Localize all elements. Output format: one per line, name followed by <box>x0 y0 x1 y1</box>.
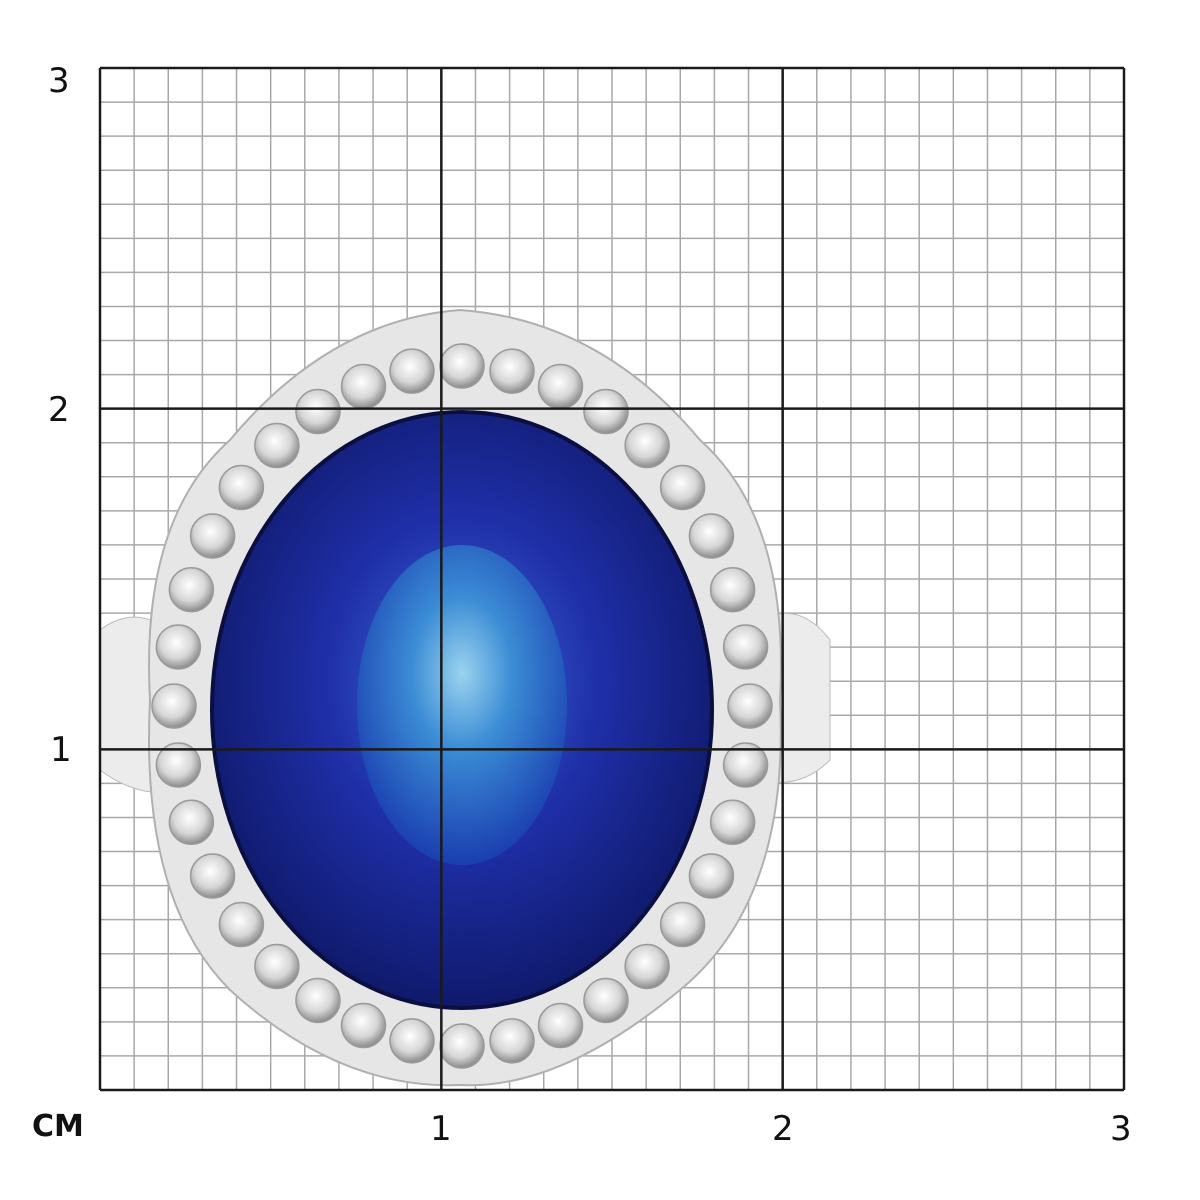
sapphire-ring-photo <box>99 308 831 1087</box>
unit-label: CM <box>32 1109 84 1144</box>
y-label-2: 2 <box>48 390 70 430</box>
y-label-3: 3 <box>48 61 70 101</box>
halo-diamond <box>688 513 735 559</box>
halo-diamond <box>389 1018 435 1064</box>
halo-diamond <box>583 977 629 1024</box>
halo-diamond <box>340 1002 387 1049</box>
x-label-1: 1 <box>430 1109 452 1149</box>
major-grid <box>98 66 1126 1092</box>
halo-diamond <box>722 624 769 670</box>
halo-diamond <box>189 853 236 899</box>
diamond-halo <box>151 343 773 1069</box>
halo-diamond <box>439 1023 485 1069</box>
halo-diamond <box>155 624 202 670</box>
halo-diamond <box>151 683 197 729</box>
halo-diamond <box>709 799 756 846</box>
halo-diamond <box>489 348 535 394</box>
halo-diamond <box>537 363 584 410</box>
halo-diamond <box>624 422 670 469</box>
halo-diamond <box>155 742 202 788</box>
halo-diamond <box>218 901 265 948</box>
halo-diamond <box>688 853 735 899</box>
y-label-1: 1 <box>50 730 72 770</box>
sapphire-table <box>357 545 567 865</box>
halo-diamond <box>583 388 629 435</box>
halo-diamond <box>659 901 706 948</box>
halo-diamond <box>254 422 300 469</box>
halo-diamond <box>389 348 435 394</box>
halo-diamond <box>168 799 215 846</box>
halo-diamond <box>537 1002 584 1049</box>
halo-diamond <box>709 566 756 613</box>
halo-diamond <box>340 363 387 410</box>
halo-diamond <box>189 513 236 559</box>
halo-diamond <box>722 742 769 788</box>
halo-diamond <box>439 343 485 389</box>
halo-diamond <box>727 683 773 729</box>
x-label-3: 3 <box>1110 1109 1132 1149</box>
halo-diamond <box>168 566 215 613</box>
halo-diamond <box>659 464 706 511</box>
halo-diamond <box>218 464 265 511</box>
halo-diamond <box>254 943 300 990</box>
halo-diamond <box>624 943 670 990</box>
halo-diamond <box>295 388 341 435</box>
halo-diamond <box>295 977 341 1024</box>
halo-diamond <box>489 1018 535 1064</box>
x-label-2: 2 <box>772 1109 794 1149</box>
